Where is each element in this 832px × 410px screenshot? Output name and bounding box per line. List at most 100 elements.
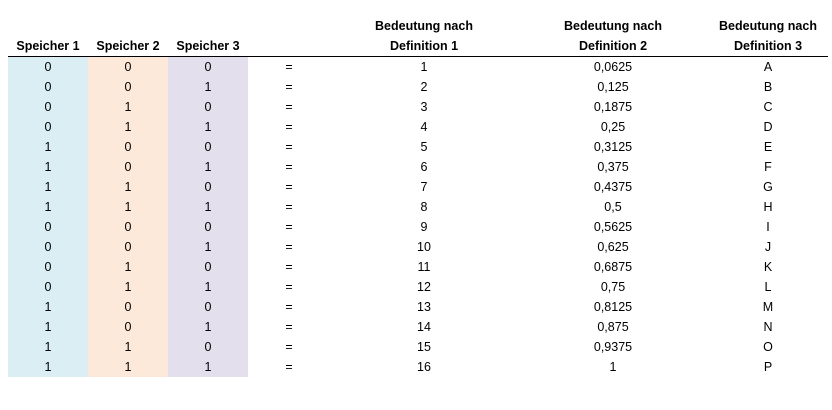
header-equals-column (248, 15, 330, 57)
cell-speicher-1: 0 (8, 56, 88, 77)
header-speicher-2: Speicher 2 (96, 39, 160, 53)
cell-definition-3: C (763, 100, 773, 114)
table-row: 1 0 0 = 13 0,8125 M (8, 297, 828, 317)
cell-definition-3: F (764, 160, 772, 174)
table-row: 1 0 1 = 14 0,875 N (8, 317, 828, 337)
cell-speicher-3: 1 (168, 117, 248, 137)
cell-definition-1: 10 (417, 240, 431, 254)
cell-equals: = (285, 200, 293, 214)
cell-definition-3: G (763, 180, 773, 194)
cell-speicher-2: 0 (88, 56, 168, 77)
table-row: 1 1 0 = 7 0,4375 G (8, 177, 828, 197)
cell-equals: = (285, 140, 293, 154)
cell-equals: = (285, 340, 293, 354)
cell-speicher-1: 0 (8, 217, 88, 237)
cell-speicher-2: 1 (88, 197, 168, 217)
cell-definition-3: I (766, 220, 770, 234)
header-definition-2-line1: Bedeutung nach (564, 19, 662, 33)
cell-equals: = (285, 240, 293, 254)
table-row: 0 0 1 = 10 0,625 J (8, 237, 828, 257)
cell-definition-2: 0,6875 (593, 260, 633, 274)
cell-definition-2: 0,3125 (593, 140, 633, 154)
table-row: 0 0 1 = 2 0,125 B (8, 77, 828, 97)
header-definition-3: Bedeutung nach Definition 3 (708, 15, 828, 57)
table-row: 0 1 1 = 4 0,25 D (8, 117, 828, 137)
cell-definition-1: 6 (420, 160, 428, 174)
cell-speicher-1: 1 (8, 137, 88, 157)
cell-definition-2: 0,5625 (593, 220, 633, 234)
cell-definition-2: 0,875 (597, 320, 629, 334)
cell-definition-3: A (763, 60, 773, 74)
cell-speicher-2: 0 (88, 217, 168, 237)
cell-speicher-1: 0 (8, 117, 88, 137)
cell-definition-1: 14 (417, 320, 431, 334)
cell-definition-3: L (764, 280, 772, 294)
cell-definition-1: 5 (420, 140, 428, 154)
header-speicher-1: Speicher 1 (16, 39, 80, 53)
cell-definition-2: 0,0625 (593, 60, 633, 74)
table-row: 1 1 0 = 15 0,9375 O (8, 337, 828, 357)
cell-definition-3: E (763, 140, 773, 154)
cell-definition-2: 0,9375 (593, 340, 633, 354)
cell-speicher-2: 1 (88, 257, 168, 277)
cell-speicher-1: 1 (8, 157, 88, 177)
header-definition-2-line2: Definition 2 (578, 39, 648, 53)
cell-definition-1: 2 (420, 80, 428, 94)
encoding-table: Speicher 1 Speicher 2 Speicher 3 Bedeutu… (8, 15, 828, 377)
cell-speicher-1: 1 (8, 297, 88, 317)
cell-speicher-2: 1 (88, 337, 168, 357)
cell-speicher-2: 0 (88, 297, 168, 317)
cell-speicher-1: 1 (8, 317, 88, 337)
cell-definition-3: K (763, 260, 773, 274)
cell-definition-3: B (763, 80, 773, 94)
cell-speicher-2: 1 (88, 177, 168, 197)
cell-speicher-1: 1 (8, 337, 88, 357)
table-row: 1 1 1 = 8 0,5 H (8, 197, 828, 217)
cell-equals: = (285, 180, 293, 194)
cell-speicher-1: 1 (8, 177, 88, 197)
cell-speicher-2: 0 (88, 137, 168, 157)
cell-definition-2: 0,25 (600, 120, 626, 134)
cell-definition-2: 0,125 (597, 80, 629, 94)
cell-speicher-2: 1 (88, 97, 168, 117)
header-speicher-3: Speicher 3 (176, 39, 240, 53)
cell-equals: = (285, 220, 293, 234)
cell-equals: = (285, 100, 293, 114)
cell-speicher-1: 0 (8, 97, 88, 117)
cell-definition-2: 0,1875 (593, 100, 633, 114)
cell-definition-1: 16 (417, 360, 431, 374)
cell-speicher-2: 1 (88, 277, 168, 297)
cell-speicher-3: 1 (168, 357, 248, 377)
cell-equals: = (285, 360, 293, 374)
cell-speicher-3: 0 (168, 217, 248, 237)
cell-definition-1: 15 (417, 340, 431, 354)
cell-speicher-2: 1 (88, 117, 168, 137)
table-row: 0 0 0 = 1 0,0625 A (8, 56, 828, 77)
cell-definition-2: 0,75 (600, 280, 626, 294)
cell-equals: = (285, 320, 293, 334)
table-row: 1 1 1 = 16 1 P (8, 357, 828, 377)
cell-definition-2: 1 (609, 360, 617, 374)
cell-speicher-3: 0 (168, 97, 248, 117)
cell-speicher-2: 1 (88, 357, 168, 377)
cell-definition-3: J (764, 240, 772, 254)
table-row: 1 0 1 = 6 0,375 F (8, 157, 828, 177)
cell-speicher-3: 0 (168, 337, 248, 357)
cell-definition-1: 8 (420, 200, 428, 214)
cell-definition-1: 12 (417, 280, 431, 294)
header-definition-1-line1: Bedeutung nach (375, 19, 473, 33)
cell-speicher-3: 1 (168, 237, 248, 257)
cell-definition-2: 0,8125 (593, 300, 633, 314)
header-definition-3-line1: Bedeutung nach (719, 19, 817, 33)
cell-speicher-3: 1 (168, 157, 248, 177)
cell-speicher-3: 0 (168, 56, 248, 77)
cell-definition-2: 0,5 (604, 200, 622, 214)
cell-speicher-2: 0 (88, 77, 168, 97)
cell-speicher-1: 1 (8, 357, 88, 377)
cell-definition-1: 7 (420, 180, 428, 194)
cell-speicher-3: 0 (168, 257, 248, 277)
cell-speicher-2: 0 (88, 157, 168, 177)
cell-definition-1: 3 (420, 100, 428, 114)
cell-speicher-3: 1 (168, 317, 248, 337)
cell-speicher-3: 1 (168, 197, 248, 217)
